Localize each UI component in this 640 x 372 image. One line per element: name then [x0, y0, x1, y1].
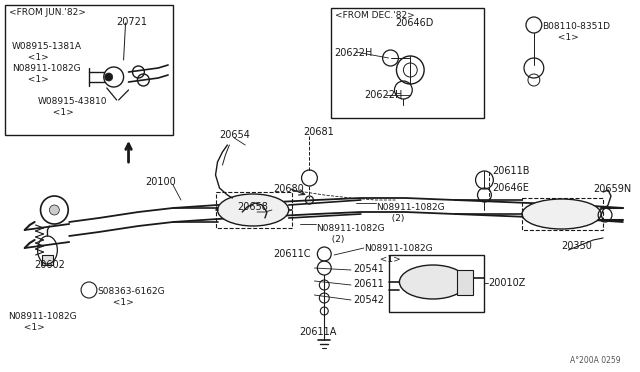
Text: 20541: 20541 [353, 264, 384, 274]
Text: <FROM JUN.'82>: <FROM JUN.'82> [9, 8, 86, 17]
Text: 20646E: 20646E [492, 183, 529, 193]
Text: 20646D: 20646D [396, 18, 434, 28]
Bar [5, 5, 173, 135]
Text: 20542: 20542 [353, 295, 384, 305]
Text: <FROM DEC.'82>: <FROM DEC.'82> [335, 11, 415, 20]
Text: <1>: <1> [22, 75, 49, 84]
Text: <1>: <1> [18, 323, 45, 332]
Text: <1>: <1> [22, 53, 49, 62]
Bar [457, 270, 472, 295]
Text: 20100: 20100 [145, 177, 176, 187]
Text: 20622H: 20622H [364, 90, 402, 100]
Text: N08911-1082G: N08911-1082G [364, 244, 433, 253]
Text: 20658: 20658 [237, 202, 268, 212]
Text: S08363-6162G: S08363-6162G [97, 287, 164, 296]
Text: 20659N: 20659N [593, 184, 632, 194]
Text: <1>: <1> [374, 255, 401, 264]
Text: N08911-1082G: N08911-1082G [376, 203, 444, 212]
Text: 20611C: 20611C [273, 249, 310, 259]
Text: <1>: <1> [552, 33, 579, 42]
Text: W08915-43810: W08915-43810 [38, 97, 107, 106]
Bar [522, 198, 603, 230]
Text: 20611: 20611 [353, 279, 384, 289]
Text: (2): (2) [385, 214, 404, 223]
Text: B08110-8351D: B08110-8351D [542, 22, 610, 31]
Text: N08911-1082G: N08911-1082G [316, 224, 385, 233]
Circle shape [49, 205, 60, 215]
Text: 20680: 20680 [273, 184, 303, 194]
Text: <1>: <1> [107, 298, 134, 307]
Text: A°200A 0259: A°200A 0259 [570, 356, 621, 365]
Circle shape [105, 73, 113, 81]
Bar [42, 255, 53, 265]
Bar [388, 255, 484, 312]
Text: <1>: <1> [47, 108, 74, 117]
Ellipse shape [218, 194, 289, 226]
Text: 20010Z: 20010Z [488, 278, 526, 288]
Text: 20611B: 20611B [492, 166, 530, 176]
Text: 20654: 20654 [220, 130, 250, 140]
Text: 20611A: 20611A [300, 327, 337, 337]
Text: (2): (2) [326, 235, 344, 244]
Bar [332, 8, 484, 118]
Text: 20721: 20721 [116, 17, 148, 27]
Text: 20681: 20681 [303, 127, 334, 137]
Ellipse shape [522, 199, 601, 229]
Text: W08915-1381A: W08915-1381A [12, 42, 82, 51]
Text: N08911-1082G: N08911-1082G [8, 312, 77, 321]
Text: 20350: 20350 [561, 241, 593, 251]
Text: 20602: 20602 [35, 260, 65, 270]
Text: 20622H: 20622H [334, 48, 372, 58]
Text: N08911-1082G: N08911-1082G [12, 64, 81, 73]
Ellipse shape [399, 265, 467, 299]
Bar [216, 192, 292, 228]
